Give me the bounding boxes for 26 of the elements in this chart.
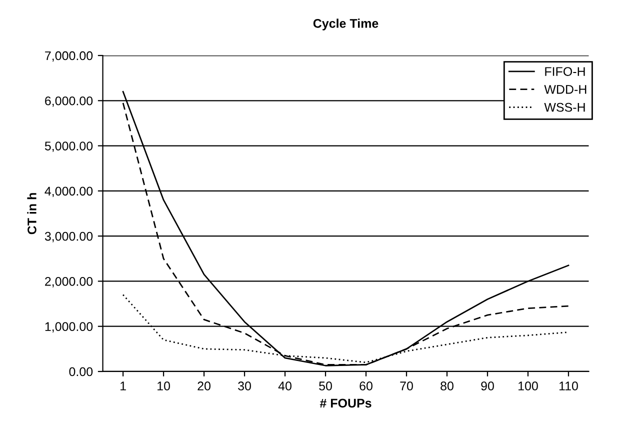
legend-label: WDD-H: [544, 85, 586, 94]
y-tick-label: 6,000.00: [45, 96, 93, 107]
x-tick-label: 60: [360, 382, 372, 390]
y-tick-label: 7,000.00: [45, 51, 93, 62]
x-axis-title: # FOUPs: [320, 398, 372, 408]
x-tick-label: 1: [120, 382, 126, 390]
y-tick-label: 5,000.00: [44, 142, 93, 152]
x-tick-label: 10: [158, 382, 170, 390]
x-tick-label: 50: [319, 382, 332, 390]
y-tick-label: 4,000.00: [44, 186, 93, 198]
x-tick-label: 100: [518, 382, 538, 390]
x-tick-label: 70: [400, 382, 413, 390]
x-tick-label: 80: [440, 382, 454, 390]
x-tick-label: 40: [278, 382, 292, 390]
legend-label: WSS-H: [544, 102, 585, 112]
chart-title: Cycle Time: [313, 18, 378, 30]
legend-label: FIFO-H: [545, 67, 585, 76]
y-tick-label: 1,000.00: [45, 322, 93, 332]
y-tick-label: 0.00: [69, 367, 93, 376]
x-tick-label: 110: [559, 382, 578, 390]
y-axis-title: CT in h: [27, 193, 36, 234]
y-tick-label: 3,000.00: [44, 232, 93, 242]
x-tick-label: 90: [481, 382, 494, 390]
y-tick-label: 2,000.00: [45, 277, 93, 288]
x-tick-label: 30: [238, 382, 251, 390]
x-tick-label: 20: [198, 382, 210, 390]
